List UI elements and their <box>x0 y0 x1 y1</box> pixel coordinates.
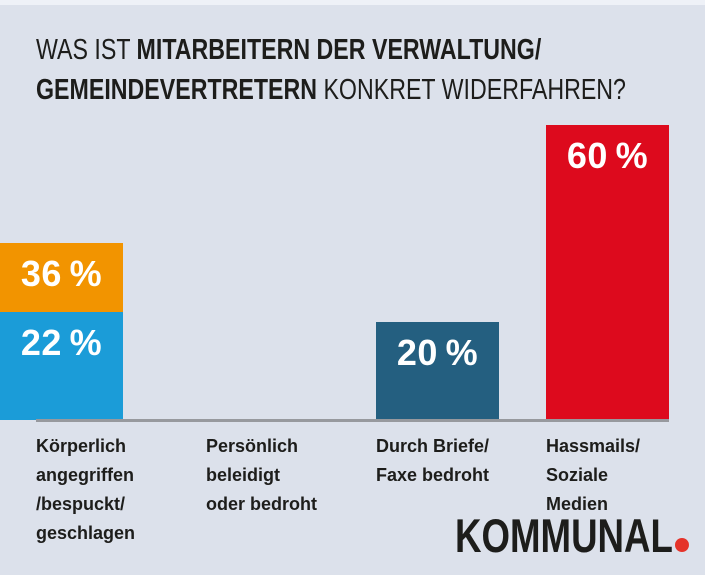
category-label-line: oder bedroht <box>206 494 317 514</box>
category-label-line: Medien <box>546 494 609 514</box>
kommunal-logo-text: KOMMUNAL <box>455 509 673 562</box>
category-label-line: /bespuckt/ <box>36 494 126 514</box>
bar-value-label: 36 % <box>20 253 103 294</box>
logo-red-dot-icon <box>675 538 690 552</box>
page-title: WAS IST MITARBEITERN DER VERWALTUNG/ GEM… <box>36 30 626 110</box>
category-label-line: angegriffen <box>36 465 135 485</box>
bar-hassmails: 22 % <box>0 312 123 420</box>
title-bold-segment: MITARBEITERN DER VERWALTUNG/ <box>136 34 542 66</box>
category-label-line: Hassmails/ <box>546 436 641 456</box>
page-title-line1: WAS IST MITARBEITERN DER VERWALTUNG/ <box>36 30 626 70</box>
bar-value-label: 60 % <box>566 135 649 176</box>
title-regular-segment: WAS IST <box>36 34 137 66</box>
page-title-line2: GEMEINDEVERTRETERN KONKRET WIDERFAHREN? <box>36 70 626 110</box>
category-label-line: beleidigt <box>206 465 281 485</box>
category-label-line: Durch Briefe/ <box>376 436 490 456</box>
category-label-persoenlich: Persönlich beleidigt oder bedroht <box>206 432 366 519</box>
title-bold-segment: GEMEINDEVERTRETERN <box>36 74 318 106</box>
category-label-koerperlich: Körperlich angegriffen /bespuckt/ geschl… <box>36 432 196 548</box>
category-label-briefe: Durch Briefe/ Faxe bedroht <box>376 432 536 490</box>
bar-persoenlich-beleidigt: 60 % <box>546 125 669 420</box>
bar-koerperlich-angegriffen: 20 % <box>376 322 499 420</box>
category-label-line: Soziale <box>546 465 609 485</box>
category-label-line: Faxe bedroht <box>376 465 490 485</box>
kommunal-logo: KOMMUNAL <box>455 508 690 563</box>
bar-value-label: 20 % <box>396 332 479 373</box>
top-edge-strip <box>0 0 705 5</box>
title-regular-segment: KONKRET WIDERFAHREN? <box>317 74 626 106</box>
category-label-line: Persönlich <box>206 436 299 456</box>
x-axis-baseline <box>36 419 669 422</box>
bar-value-label: 22 % <box>20 322 103 363</box>
category-label-line: Körperlich <box>36 436 127 456</box>
category-label-hassmails: Hassmails/ Soziale Medien <box>546 432 705 519</box>
category-label-line: geschlagen <box>36 523 136 543</box>
